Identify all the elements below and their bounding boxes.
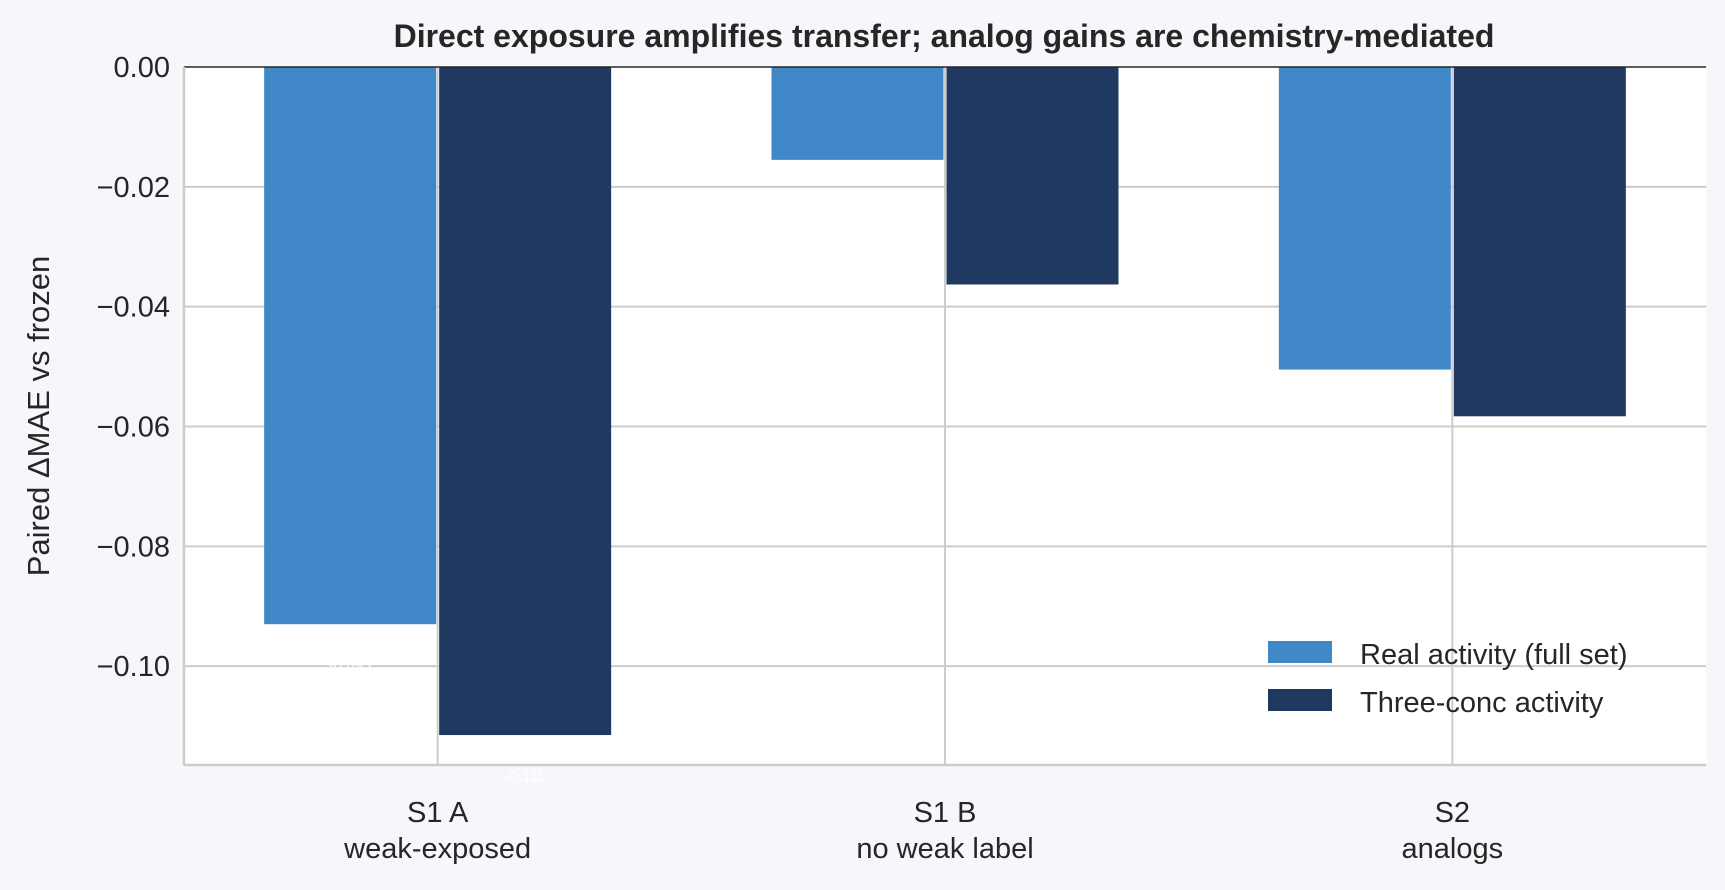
bar-real-activity-0	[264, 67, 437, 625]
legend-label: Real activity (full set)	[1360, 639, 1628, 671]
bar-three-conc-1	[946, 67, 1119, 285]
bar-value-label: -0.111	[505, 768, 545, 785]
legend-swatch	[1268, 641, 1332, 663]
x-tick-label: S1 B	[914, 797, 977, 829]
bar-value-label: -0.093	[329, 657, 372, 674]
y-tick-label: 0.00	[114, 52, 170, 84]
legend-label: Three-conc activity	[1360, 687, 1604, 719]
grid-lines	[184, 67, 1706, 765]
legend: Real activity (full set) Three-conc activ…	[1268, 639, 1628, 719]
bar-real-activity-1	[771, 67, 944, 160]
x-tick-sublabel: no weak label	[856, 833, 1033, 865]
bar-real-activity-2	[1278, 67, 1451, 370]
bar-three-conc-2	[1453, 67, 1626, 417]
y-tick-label: −0.08	[97, 531, 170, 563]
x-tick-sublabel: analogs	[1402, 833, 1504, 865]
x-tick-label: S2	[1435, 797, 1470, 829]
x-tick-sublabel: weak-exposed	[343, 833, 531, 865]
y-tick-label: −0.04	[97, 292, 170, 324]
axes: 0.00 −0.02 −0.04 −0.06 −0.08 −0.10 S1 A weak-ex…	[97, 52, 1706, 865]
y-tick-label: −0.02	[97, 172, 170, 204]
bar-three-conc-0	[439, 67, 612, 736]
chart-title: Direct exposure amplifies transfer; anal…	[394, 18, 1495, 54]
data-labels: -0.093 -0.111	[329, 657, 545, 785]
legend-swatch	[1268, 689, 1332, 711]
y-tick-label: −0.06	[97, 411, 170, 443]
y-axis-label: Paired ΔMAE vs frozen	[21, 256, 56, 577]
bars	[264, 67, 1626, 736]
y-tick-label: −0.10	[97, 651, 170, 683]
x-tick-label: S1 A	[407, 797, 469, 829]
